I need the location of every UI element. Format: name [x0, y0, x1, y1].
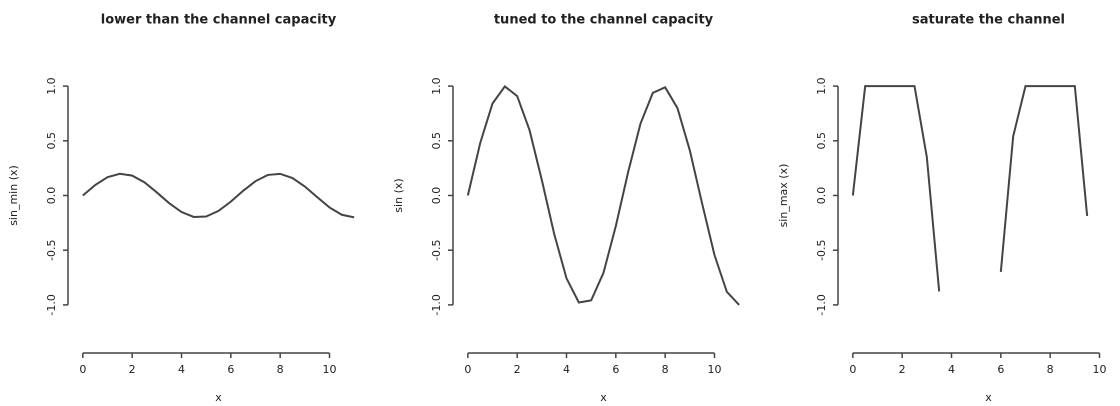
- y-tick-label: -0.5: [815, 239, 828, 260]
- x-tick-label: 8: [662, 363, 669, 376]
- x-tick-label: 6: [612, 363, 619, 376]
- x-tick-label: 2: [514, 363, 521, 376]
- line: [851, 85, 1089, 292]
- x-axis-label: x: [600, 391, 607, 404]
- x-tick-label: 8: [1047, 363, 1054, 376]
- y-axis-label: sin (x): [392, 178, 405, 212]
- x-axis-label: x: [985, 391, 992, 404]
- x-tick-label: 10: [322, 363, 336, 376]
- y-tick-label: -1.0: [815, 294, 828, 315]
- chart-title: tuned to the channel capacity: [494, 13, 714, 28]
- y-tick-label: -1.0: [430, 294, 443, 315]
- y-tick-label: -1.0: [45, 294, 58, 315]
- y-tick-label: -0.5: [45, 239, 58, 260]
- x-tick-label: 2: [129, 363, 136, 376]
- x-tick-label: 4: [178, 363, 185, 376]
- x-axis-label: x: [215, 391, 222, 404]
- x-tick-label: 10: [1092, 363, 1106, 376]
- line: [466, 85, 740, 306]
- chart-title: lower than the channel capacity: [101, 13, 337, 28]
- x-tick-label: 4: [948, 363, 955, 376]
- x-tick-label: 4: [563, 363, 570, 376]
- chart-title: saturate the channel: [912, 13, 1065, 28]
- y-tick-label: 0.5: [45, 132, 58, 150]
- x-tick-label: 0: [849, 363, 856, 376]
- y-tick-label: 1.0: [45, 77, 58, 95]
- y-tick-label: 1.0: [430, 77, 443, 95]
- x-tick-label: 6: [227, 363, 234, 376]
- line: [82, 172, 355, 219]
- y-tick-label: 0.0: [430, 187, 443, 205]
- x-tick-label: 0: [464, 363, 471, 376]
- y-tick-label: 1.0: [815, 77, 828, 95]
- x-tick-label: 8: [277, 363, 284, 376]
- x-tick-label: 10: [707, 363, 721, 376]
- y-axis-label: sin_max (x): [777, 164, 790, 228]
- y-axis-label: sin_min (x): [7, 165, 20, 226]
- y-tick-label: 0.5: [430, 132, 443, 150]
- y-tick-label: -0.5: [430, 239, 443, 260]
- y-tick-label: 0.0: [815, 187, 828, 205]
- y-tick-label: 0.5: [815, 132, 828, 150]
- x-tick-label: 0: [79, 363, 86, 376]
- y-tick-label: 0.0: [45, 187, 58, 205]
- x-tick-label: 2: [899, 363, 906, 376]
- x-tick-label: 6: [997, 363, 1004, 376]
